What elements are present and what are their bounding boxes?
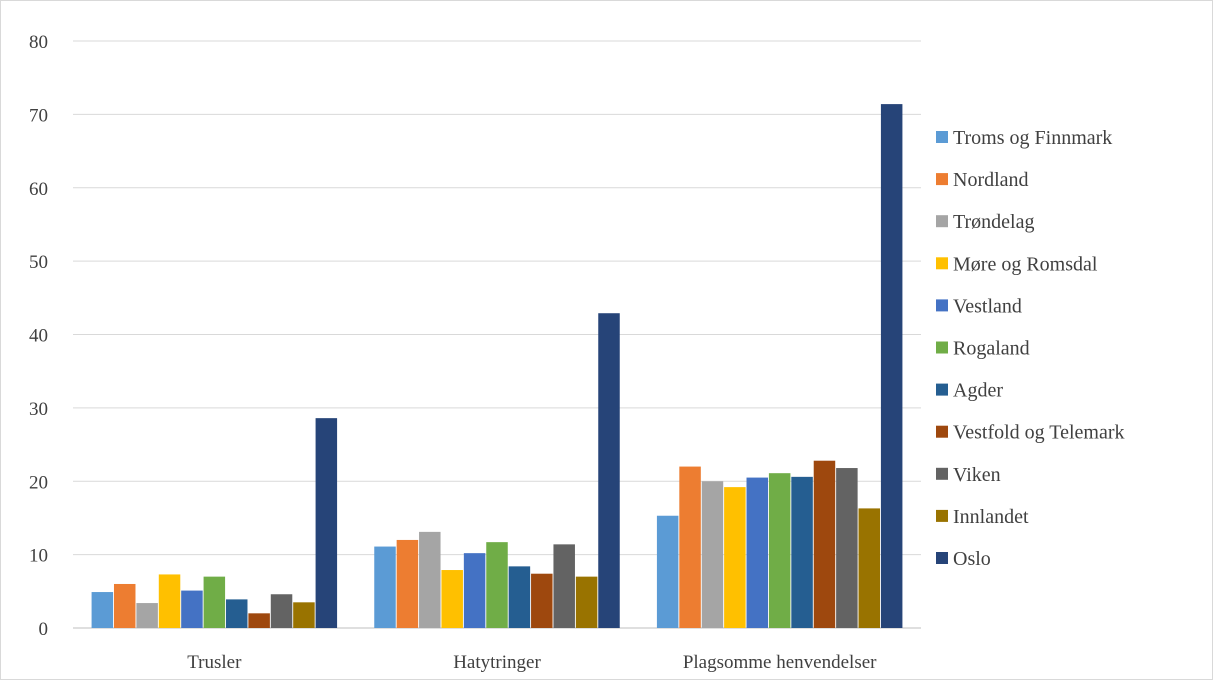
- legend-swatch: [936, 131, 948, 143]
- bar: [136, 603, 158, 628]
- bar: [858, 508, 881, 628]
- legend-label: Agder: [953, 380, 1003, 402]
- y-tick-label: 10: [29, 546, 48, 567]
- legend-swatch: [936, 509, 948, 522]
- bar: [746, 477, 769, 628]
- x-tick-label: Trusler: [187, 652, 242, 673]
- legend-label: Vestland: [953, 295, 1022, 317]
- bar: [396, 539, 419, 628]
- bar: [270, 594, 293, 628]
- legend-swatch: [936, 299, 948, 312]
- bar: [791, 476, 813, 628]
- bar: [419, 531, 441, 628]
- y-tick-label: 20: [29, 472, 48, 493]
- y-axis-ticks: 0 10 20 30 40 50 60 70 80: [29, 32, 48, 640]
- bar: [158, 574, 181, 628]
- bar: [656, 515, 679, 628]
- bar: [293, 602, 315, 628]
- legend-label: Nordland: [953, 169, 1029, 191]
- bar: [575, 576, 598, 628]
- bar: [203, 576, 226, 628]
- bar: [315, 418, 338, 628]
- bar: [508, 566, 531, 628]
- bar: [248, 613, 270, 628]
- bars: [91, 104, 903, 629]
- legend-swatch: [936, 173, 948, 186]
- legend-swatch: [936, 257, 948, 270]
- bar: [531, 573, 553, 628]
- bar: [463, 553, 486, 628]
- bar: [724, 487, 746, 628]
- bar: [836, 468, 858, 628]
- legend-swatch: [936, 341, 948, 354]
- legend-label: Rogaland: [953, 338, 1030, 360]
- y-tick-label: 50: [29, 252, 48, 273]
- legend-swatch: [936, 215, 948, 228]
- legend-swatch: [936, 552, 948, 564]
- bar: [598, 313, 620, 628]
- bar: [701, 481, 724, 628]
- y-tick-label: 60: [29, 179, 48, 200]
- bar: [880, 104, 903, 629]
- gridlines: [73, 40, 921, 629]
- x-tick-label: Plagsomme henvendelser: [683, 652, 877, 673]
- x-axis-ticks: Trusler Hatytringer Plagsomme henvendelser: [187, 652, 877, 673]
- x-tick-label: Hatytringer: [453, 652, 541, 673]
- y-tick-label: 70: [29, 105, 48, 126]
- y-tick-label: 30: [29, 399, 48, 420]
- legend-label: Vestfold og Telemark: [953, 422, 1125, 444]
- legend-label: Innlandet: [953, 506, 1029, 528]
- legend-label: Troms og Finnmark: [953, 127, 1112, 149]
- bar: [768, 473, 791, 628]
- bar: [813, 460, 836, 628]
- legend-label: Trøndelag: [953, 211, 1034, 233]
- legend-label: Møre og Romsdal: [953, 253, 1098, 275]
- bar: [679, 466, 701, 628]
- y-tick-label: 0: [39, 619, 49, 640]
- bar: [486, 542, 508, 628]
- bar: [374, 546, 396, 628]
- legend-label: Viken: [953, 464, 1001, 486]
- bar: [441, 570, 463, 628]
- legend-swatch: [936, 383, 948, 396]
- bar: [553, 544, 575, 628]
- bar: [91, 592, 114, 628]
- legend-swatch: [936, 425, 948, 438]
- legend: Troms og Finnmark Nordland Trøndelag Møre o…: [936, 127, 1125, 570]
- legend-swatch: [936, 467, 948, 480]
- y-tick-label: 40: [29, 326, 48, 347]
- bar: [225, 599, 248, 628]
- bar: [181, 590, 203, 628]
- y-tick-label: 80: [29, 32, 48, 53]
- legend-label: Oslo: [953, 548, 991, 570]
- bar: [113, 583, 136, 628]
